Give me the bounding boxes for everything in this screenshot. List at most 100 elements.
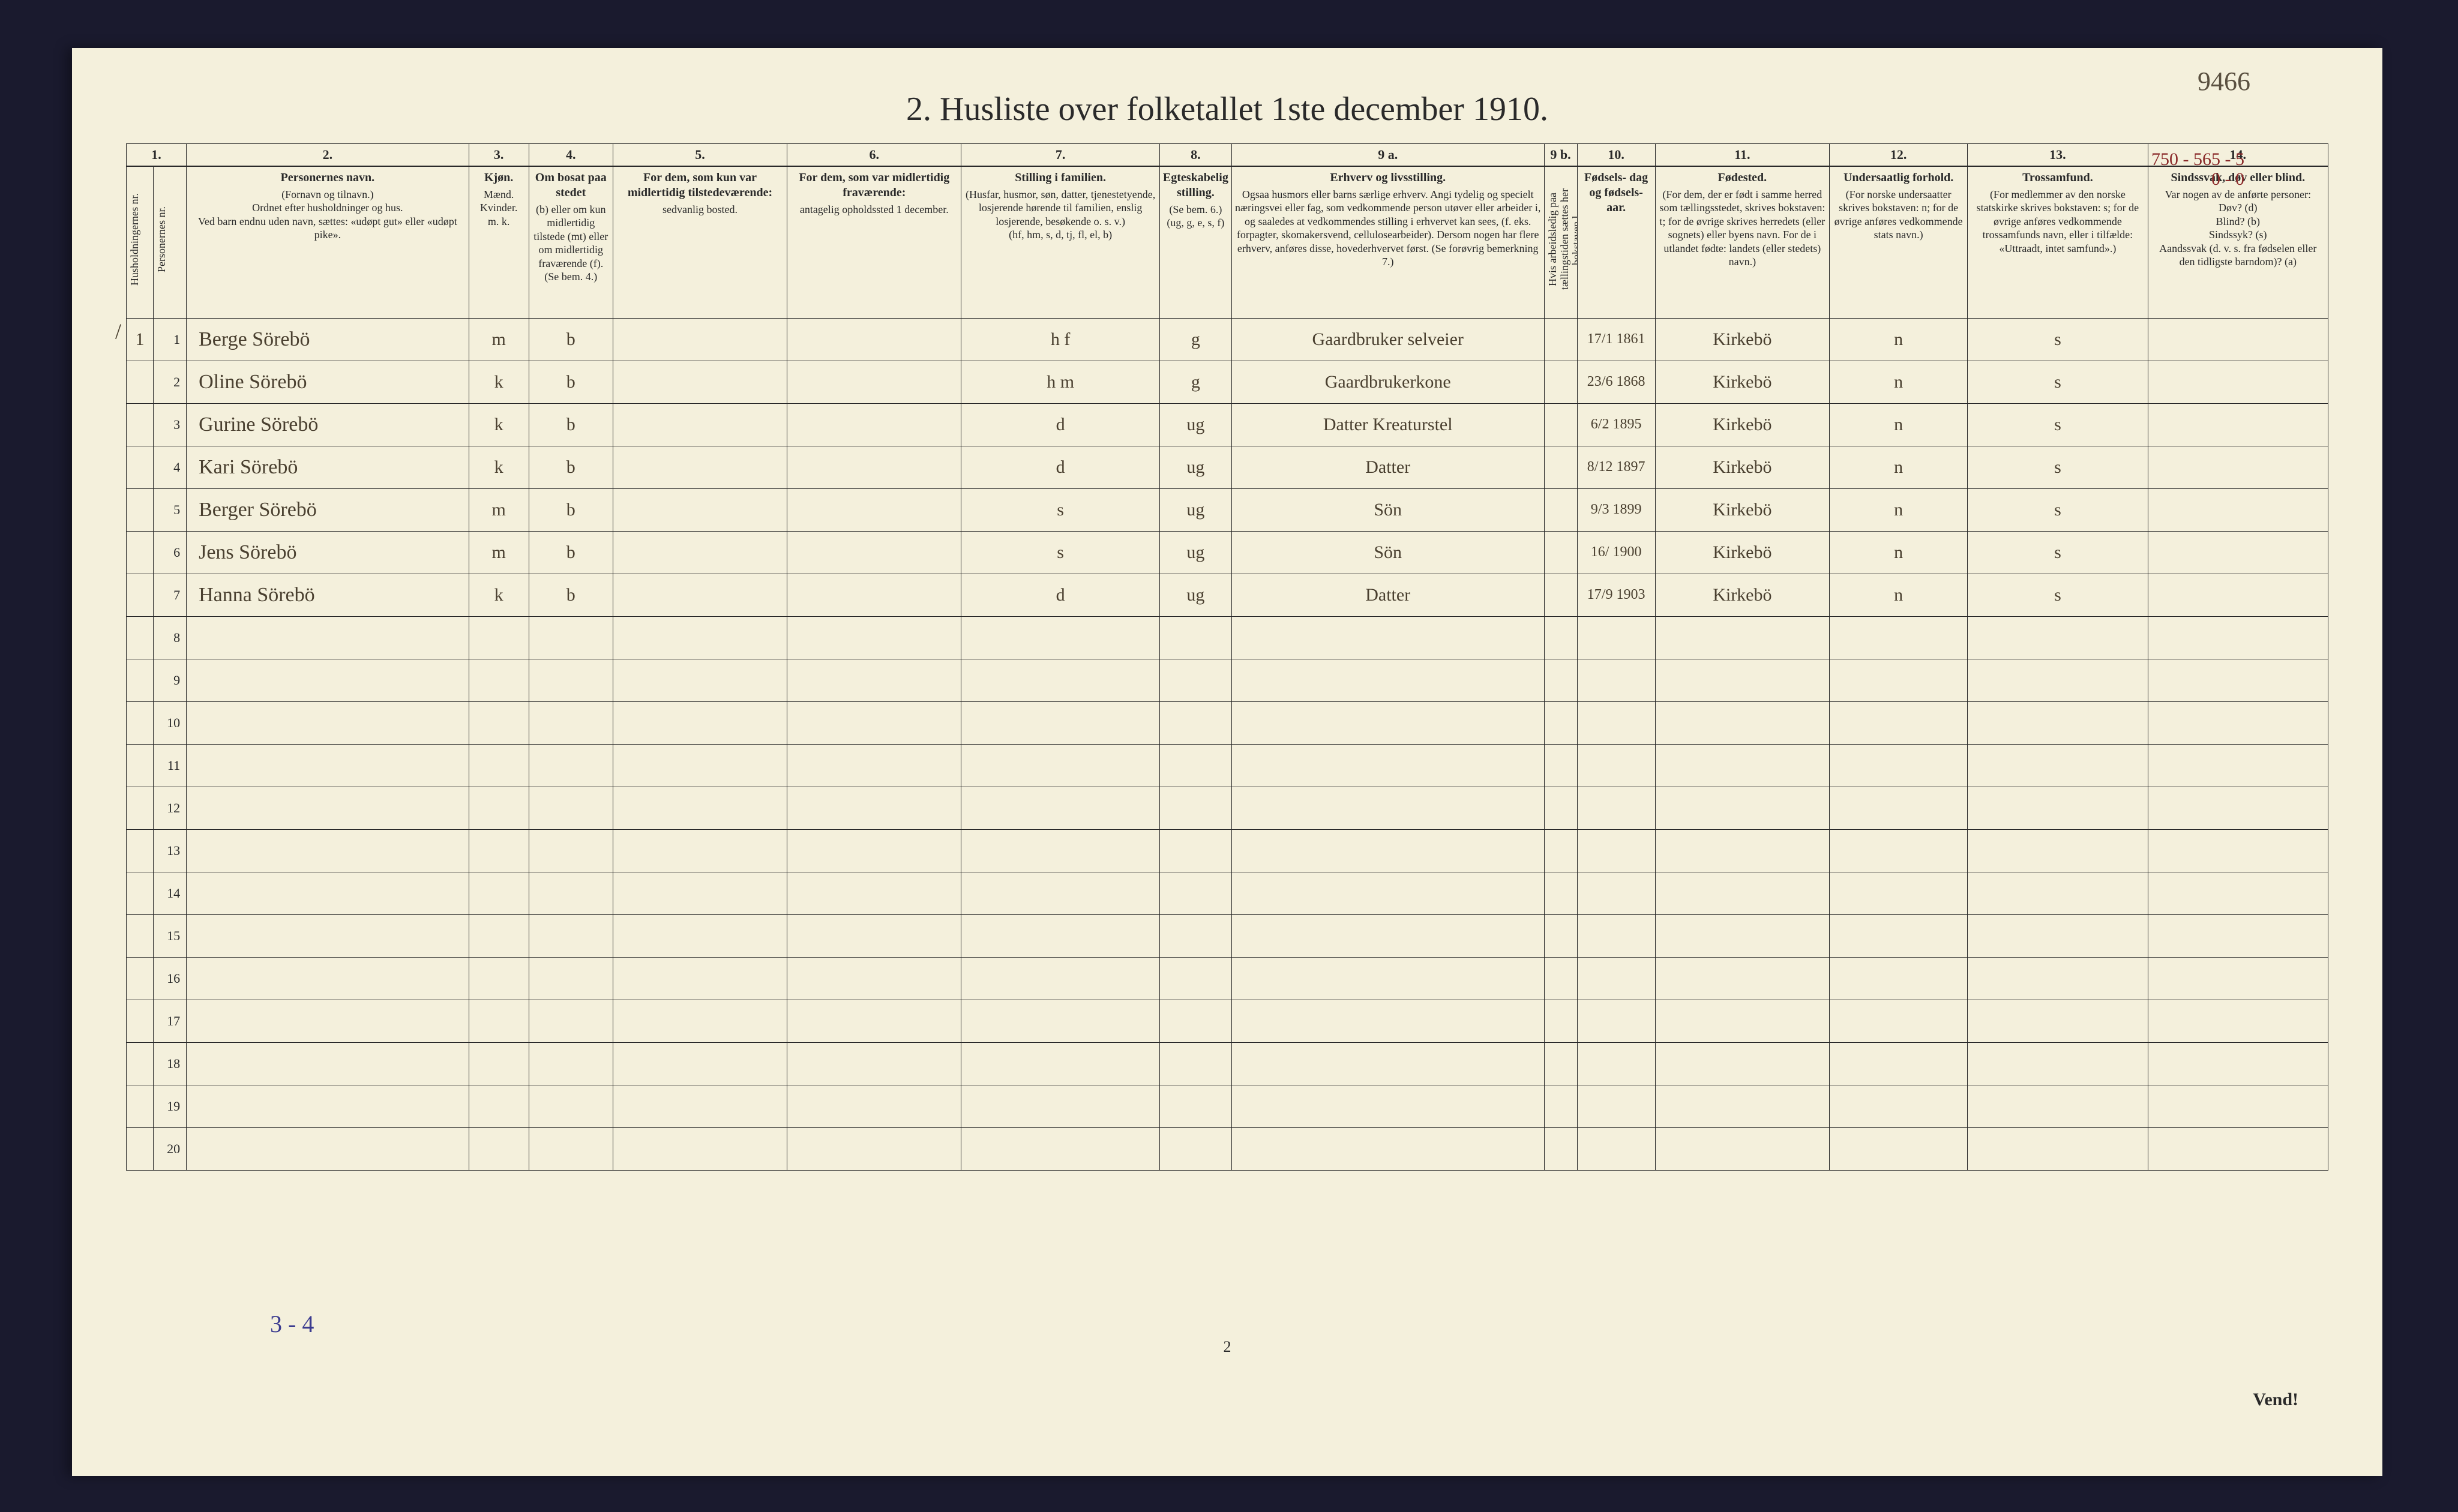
cell-name	[187, 957, 469, 1000]
cell-disability	[2148, 1042, 2328, 1085]
cell-dob: 23/6 1868	[1577, 361, 1655, 403]
cell-person-nr: 6	[154, 531, 187, 574]
cell-birthplace	[1655, 872, 1829, 914]
cell-birthplace: Kirkebö	[1655, 318, 1829, 361]
cell-dob	[1577, 701, 1655, 744]
cell-temp-present	[613, 787, 787, 829]
cell-occupation	[1231, 744, 1544, 787]
column-number-row: 1. 2. 3. 4. 5. 6. 7. 8. 9 a. 9 b. 10. 11…	[127, 144, 2328, 166]
cell-person-nr: 20	[154, 1127, 187, 1170]
cell-disability	[2148, 531, 2328, 574]
cell-sex	[469, 914, 529, 957]
cell-name: Jens Sörebö	[187, 531, 469, 574]
cell-nationality: n	[1830, 574, 1968, 616]
colnum: 5.	[613, 144, 787, 166]
cell-religion	[1968, 957, 2148, 1000]
cell-temp-present	[613, 574, 787, 616]
cell-temp-present	[613, 488, 787, 531]
cell-temp-absent	[787, 488, 961, 531]
cell-person-nr: 3	[154, 403, 187, 446]
cell-residence: b	[529, 403, 613, 446]
cell-marital: ug	[1159, 574, 1231, 616]
cell-occupation	[1231, 659, 1544, 701]
cell-dob: 17/9 1903	[1577, 574, 1655, 616]
cell-disability	[2148, 574, 2328, 616]
cell-temp-present	[613, 1127, 787, 1170]
cell-unemployed	[1544, 318, 1577, 361]
table-row: 6Jens SörebömbsugSön16/ 1900Kirkeböns	[127, 531, 2328, 574]
cell-dob	[1577, 829, 1655, 872]
cell-marital	[1159, 914, 1231, 957]
cell-unemployed	[1544, 872, 1577, 914]
table-row: 9	[127, 659, 2328, 701]
cell-sex: m	[469, 488, 529, 531]
cell-dob	[1577, 659, 1655, 701]
cell-person-nr: 18	[154, 1042, 187, 1085]
cell-religion	[1968, 914, 2148, 957]
cell-disability	[2148, 787, 2328, 829]
cell-sex: k	[469, 574, 529, 616]
cell-religion	[1968, 1000, 2148, 1042]
cell-occupation	[1231, 829, 1544, 872]
cell-birthplace	[1655, 701, 1829, 744]
cell-dob	[1577, 744, 1655, 787]
cell-disability	[2148, 1127, 2328, 1170]
cell-unemployed	[1544, 574, 1577, 616]
cell-household-nr	[127, 1085, 154, 1127]
cell-disability	[2148, 872, 2328, 914]
cell-birthplace: Kirkebö	[1655, 488, 1829, 531]
cell-marital	[1159, 1085, 1231, 1127]
cell-birthplace	[1655, 829, 1829, 872]
cell-dob	[1577, 872, 1655, 914]
cell-nationality	[1830, 1127, 1968, 1170]
cell-temp-absent	[787, 744, 961, 787]
cell-name	[187, 914, 469, 957]
cell-disability	[2148, 446, 2328, 488]
table-row: 10	[127, 701, 2328, 744]
colnum: 9 a.	[1231, 144, 1544, 166]
col-header-temp-absent: For dem, som var midlertidig fraværende:…	[787, 166, 961, 319]
cell-occupation: Gaardbrukerkone	[1231, 361, 1544, 403]
col-header-unemployed: Hvis arbeidsledig paa tællingstiden sætt…	[1544, 166, 1577, 319]
cell-temp-present	[613, 914, 787, 957]
cell-temp-present	[613, 1042, 787, 1085]
table-row: 20	[127, 1127, 2328, 1170]
cell-temp-present	[613, 1085, 787, 1127]
cell-temp-present	[613, 1000, 787, 1042]
cell-temp-absent	[787, 616, 961, 659]
cell-household-nr	[127, 744, 154, 787]
cell-household-nr: 1	[127, 318, 154, 361]
table-row: 4Kari SörebökbdugDatter8/12 1897Kirkebön…	[127, 446, 2328, 488]
cell-disability	[2148, 403, 2328, 446]
colnum: 2.	[187, 144, 469, 166]
table-row: 12	[127, 787, 2328, 829]
colnum: 7.	[961, 144, 1159, 166]
cell-sex	[469, 701, 529, 744]
cell-family-pos	[961, 659, 1159, 701]
col-header-nationality: Undersaatlig forhold. (For norske unders…	[1830, 166, 1968, 319]
cell-person-nr: 10	[154, 701, 187, 744]
cell-family-pos	[961, 957, 1159, 1000]
cell-disability	[2148, 957, 2328, 1000]
census-page: 9466 2. Husliste over folketallet 1ste d…	[72, 48, 2382, 1476]
cell-person-nr: 1	[154, 318, 187, 361]
cell-marital	[1159, 1042, 1231, 1085]
cell-person-nr: 15	[154, 914, 187, 957]
cell-residence	[529, 872, 613, 914]
cell-family-pos	[961, 744, 1159, 787]
cell-family-pos	[961, 787, 1159, 829]
cell-name	[187, 872, 469, 914]
cell-name	[187, 787, 469, 829]
table-row: 14	[127, 872, 2328, 914]
col-header-residence: Om bosat paa stedet (b) eller om kun mid…	[529, 166, 613, 319]
cell-name: Oline Sörebö	[187, 361, 469, 403]
col-header-household-nr: Husholdningernes nr.	[127, 166, 154, 319]
cell-name	[187, 616, 469, 659]
cell-name: Kari Sörebö	[187, 446, 469, 488]
cell-name: Berger Sörebö	[187, 488, 469, 531]
cell-dob	[1577, 914, 1655, 957]
cell-residence	[529, 914, 613, 957]
cell-name	[187, 1042, 469, 1085]
cell-temp-present	[613, 616, 787, 659]
cell-birthplace	[1655, 1085, 1829, 1127]
